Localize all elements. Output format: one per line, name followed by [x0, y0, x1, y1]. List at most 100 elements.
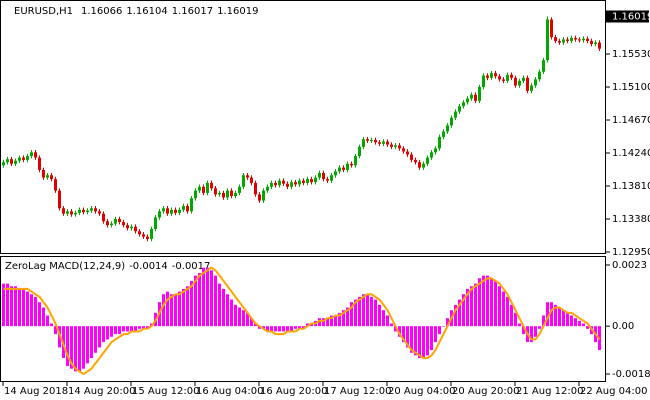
histogram-bar [74, 326, 77, 372]
x-tick-label: 21 Aug 12:00 [516, 386, 583, 397]
candle-body [242, 175, 245, 187]
candle-body [142, 234, 145, 237]
candle-body [222, 192, 225, 198]
candle-body [58, 190, 61, 209]
candle-body [62, 208, 65, 214]
candle-body [394, 145, 397, 147]
candle-body [550, 19, 553, 38]
candle-body [106, 221, 109, 226]
candle-body [98, 211, 101, 214]
histogram-bar [194, 275, 197, 327]
candle-body [266, 186, 269, 191]
histogram-bar [274, 326, 277, 332]
candle-body [582, 38, 585, 41]
histogram-bar [562, 310, 565, 327]
candle-body [122, 222, 125, 226]
histogram-bar [446, 318, 449, 327]
histogram-bar [374, 299, 377, 327]
x-tick-label: 20 Aug 20:00 [452, 386, 519, 397]
histogram-bar [258, 326, 261, 329]
histogram-bar [30, 294, 33, 327]
histogram-bar [206, 267, 209, 327]
histogram-bar [502, 291, 505, 327]
histogram-bar [182, 288, 185, 327]
histogram-bar [34, 296, 37, 327]
histogram-bar [278, 326, 281, 332]
candle-body [398, 145, 401, 149]
histogram-bar [542, 315, 545, 327]
candle-body [506, 74, 509, 81]
histogram-bar [578, 320, 581, 327]
candle-body [382, 141, 385, 144]
histogram-bar [346, 307, 349, 327]
x-tick-label: 17 Aug 12:00 [324, 386, 391, 397]
histogram-bar [174, 294, 177, 327]
histogram-bar [218, 283, 221, 327]
histogram-bar [390, 323, 393, 327]
candle-body [498, 76, 501, 80]
histogram-bar [270, 326, 273, 332]
histogram-bar [138, 326, 141, 329]
candle-body [194, 190, 197, 199]
histogram-bar [254, 323, 257, 327]
candle-body [274, 182, 277, 186]
histogram-bar [402, 326, 405, 343]
candle-body [230, 190, 233, 196]
candle-body [474, 94, 477, 101]
candle-body [174, 209, 177, 213]
histogram-bar [98, 326, 101, 348]
candle-body [250, 177, 253, 183]
candle-body [438, 136, 441, 149]
candle-body [294, 182, 297, 185]
candle-body [14, 160, 17, 164]
histogram-bar [534, 326, 537, 337]
histogram-bar [290, 326, 293, 332]
candle-body [562, 39, 565, 43]
candle-body [114, 219, 117, 224]
histogram-bar [202, 267, 205, 327]
histogram-bar [498, 286, 501, 327]
histogram-bar [406, 326, 409, 348]
histogram-bar [230, 299, 233, 327]
histogram-bar [38, 302, 41, 327]
candle-body [10, 159, 13, 164]
histogram-bar [482, 275, 485, 327]
candle-body [118, 219, 121, 223]
candle-body [178, 209, 181, 213]
histogram-bar [510, 304, 513, 327]
histogram-bar [458, 299, 461, 327]
candle-body [202, 186, 205, 193]
symbol-label: EURUSD,H1 [14, 6, 73, 17]
histogram-bar [94, 326, 97, 353]
last-price-label: 1.16019 [612, 12, 650, 23]
candle-body [150, 228, 153, 239]
histogram-bar [394, 326, 397, 332]
x-tick-label: 14 Aug 20:00 [68, 386, 135, 397]
histogram-bar [250, 318, 253, 327]
histogram-bar [570, 315, 573, 327]
header-value: 1.16066 [81, 6, 122, 17]
histogram-bar [186, 286, 189, 327]
histogram-bar [362, 294, 365, 327]
histogram-bar [130, 326, 133, 332]
histogram-bar [70, 326, 73, 369]
histogram-bar [546, 302, 549, 327]
candle-body [570, 37, 573, 41]
histogram-bar [454, 304, 457, 327]
histogram-bar [226, 294, 229, 327]
y-tick-label: 1.15100 [612, 82, 650, 93]
histogram-bar [234, 304, 237, 327]
histogram-bar [10, 286, 13, 327]
candle-body [446, 125, 449, 132]
candle-body [386, 141, 389, 145]
candle-body [318, 172, 321, 178]
header-value: 1.16017 [172, 6, 213, 17]
histogram-bar [330, 315, 333, 327]
candle-body [450, 117, 453, 126]
candle-body [246, 175, 249, 178]
candle-body [526, 77, 529, 91]
histogram-bar [558, 307, 561, 327]
x-tick-label: 16 Aug 04:00 [196, 386, 263, 397]
